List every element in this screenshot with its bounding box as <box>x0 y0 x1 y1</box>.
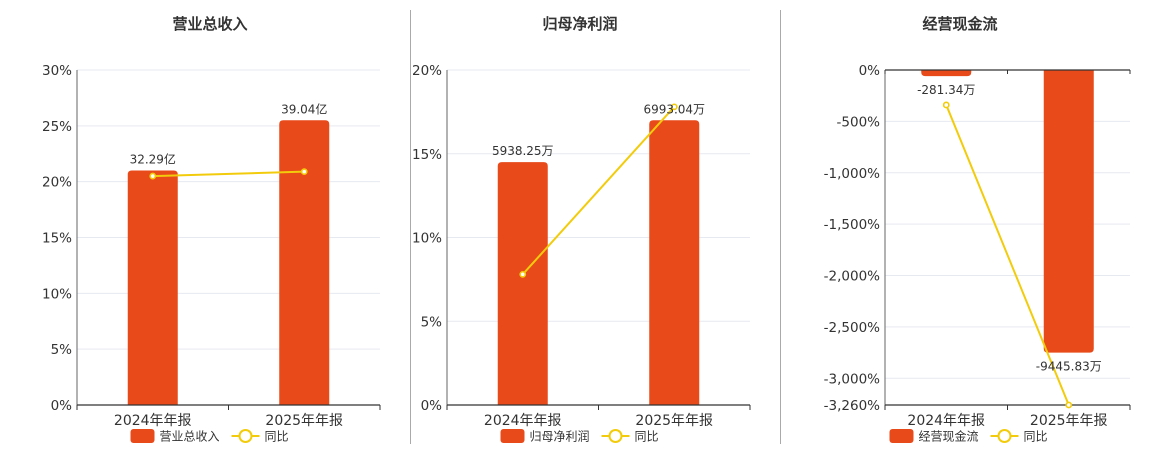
chart-3-category-label: 2024年年报 <box>907 413 985 429</box>
chart-2-ytick-label: 5% <box>421 314 443 330</box>
chart-3-ytick-label: 0% <box>859 63 881 79</box>
chart-2-ytick-label: 0% <box>421 398 443 414</box>
chart-1-ytick-label: 30% <box>42 63 72 79</box>
chart-3-ytick-label: -2,500% <box>824 320 881 336</box>
chart-2-title: 归母净利润 <box>542 15 617 33</box>
chart-3-title: 经营现金流 <box>922 15 997 33</box>
chart-2-yoy-line <box>522 106 675 276</box>
panel-divider-2 <box>780 10 781 444</box>
chart-3-bar-value-label-2: -9445.83万 <box>1036 360 1102 374</box>
chart-3-legend-bar-label: 经营现金流 <box>919 429 979 444</box>
chart-1-ytick-label: 15% <box>42 231 72 247</box>
chart-3-ytick-label: -3,260% <box>824 398 881 414</box>
chart-1-bar-value-label-1: 32.29亿 <box>130 152 176 167</box>
chart-1-bar-value-label-2: 39.04亿 <box>281 101 327 116</box>
chart-2-legend-line-label: 同比 <box>635 430 659 444</box>
chart-2-legend-bar-swatch <box>500 429 525 443</box>
chart-1-ytick-label: 10% <box>42 286 72 302</box>
chart-2-legend-bar-label: 归母净利润 <box>530 430 590 444</box>
chart-1-bar-2 <box>279 120 330 405</box>
chart-1-category-label: 2024年年报 <box>114 413 192 429</box>
chart-2-bar-2 <box>649 120 700 405</box>
chart-3-ytick-label: -2,000% <box>824 269 881 285</box>
chart-1-ytick-label: 5% <box>51 342 73 358</box>
chart-2-bar-value-label-1: 5938.25万 <box>492 144 554 158</box>
chart-3-bar-2 <box>1043 70 1094 353</box>
chart-3-ytick-label: -1,500% <box>824 217 881 233</box>
chart-1-title: 营业总收入 <box>172 15 247 33</box>
chart-1-ytick-label: 0% <box>51 398 73 414</box>
chart-1-ytick-label: 25% <box>42 119 72 135</box>
chart-2-legend-line-marker <box>608 429 623 443</box>
chart-1-yoy-point-2 <box>300 168 308 176</box>
chart-1-legend-line-label: 同比 <box>265 430 289 444</box>
chart-1-legend-line-marker <box>238 429 253 443</box>
chart-3-legend-bar-swatch <box>889 429 914 443</box>
chart-2-bar-1 <box>497 162 548 405</box>
chart-2-yoy-point-1 <box>519 270 527 278</box>
chart-1-legend-bar-label: 营业总收入 <box>160 430 220 444</box>
chart-2-ytick-label: 20% <box>412 63 442 79</box>
chart-3-yoy-point-1 <box>942 101 950 109</box>
chart-1-yoy-point-1 <box>149 172 157 180</box>
chart-2-yoy-point-2 <box>670 103 678 111</box>
chart-3-yoy-line <box>945 104 1070 406</box>
chart-3-legend-line-marker <box>997 429 1012 443</box>
chart-1-yoy-line <box>152 170 305 178</box>
chart-3-ytick-label: -500% <box>837 114 881 130</box>
chart-3-bar-value-label-1: -281.34万 <box>917 83 975 97</box>
chart-1-bar-1 <box>127 170 178 405</box>
chart-3-yoy-point-2 <box>1065 401 1073 409</box>
chart-3-ytick-label: -3,000% <box>824 371 881 387</box>
panel-divider-1 <box>410 10 411 444</box>
chart-3-category-label: 2025年年报 <box>1030 413 1108 429</box>
chart-2-category-label: 2024年年报 <box>484 413 562 429</box>
chart-2-bar-value-label-2: 6993.04万 <box>643 102 705 116</box>
chart-3-ytick-label: -1,000% <box>824 166 881 182</box>
chart-3-bar-1 <box>921 70 972 77</box>
chart-2-category-label: 2025年年报 <box>635 413 713 429</box>
chart-1-category-label: 2025年年报 <box>265 413 343 429</box>
chart-2-ytick-label: 15% <box>412 147 442 163</box>
chart-3-legend-line-label: 同比 <box>1024 430 1048 444</box>
chart-1-legend-bar-swatch <box>130 429 155 443</box>
chart-2-ytick-label: 10% <box>412 231 442 247</box>
chart-1-ytick-label: 20% <box>42 175 72 191</box>
